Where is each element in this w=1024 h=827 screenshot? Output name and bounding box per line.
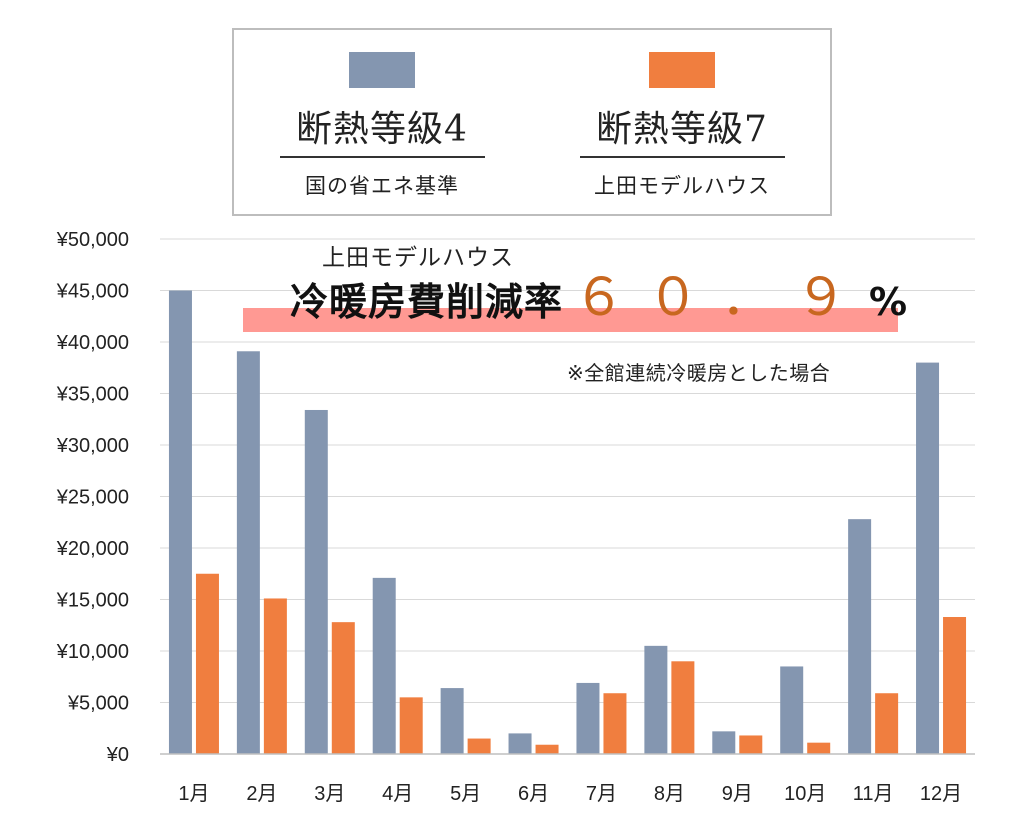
legend-title-grade7: 断熱等級7 xyxy=(596,109,768,150)
y-tick-label: ¥35,000 xyxy=(56,384,129,406)
bar-grade4 xyxy=(168,290,192,754)
x-tick-label: 6月 xyxy=(518,783,549,805)
x-tick-label: 5月 xyxy=(450,783,481,805)
bar-grade4 xyxy=(304,409,328,754)
legend-subtitle-grade7: 上田モデルハウス xyxy=(594,174,770,198)
bar-grade7 xyxy=(603,693,627,754)
y-tick-label: ¥15,000 xyxy=(56,590,129,612)
x-tick-label: 10月 xyxy=(784,783,826,805)
annotation-number: ６０．９ xyxy=(573,268,870,328)
annotation-note: ※全館連続冷暖房とした場合 xyxy=(567,361,831,385)
legend-divider xyxy=(279,156,485,158)
bar-grade7 xyxy=(807,742,831,754)
bar-grade7 xyxy=(943,617,967,754)
x-axis-ticks: 1月 2月 3月 4月 5月 6月 7月 8月 9月 10月 11月 12月 xyxy=(178,783,962,805)
legend-swatch-grade7 xyxy=(649,52,715,88)
bar-grade7 xyxy=(263,598,287,754)
y-tick-label: ¥5,000 xyxy=(67,693,129,715)
x-tick-label: 11月 xyxy=(853,783,894,805)
bar-grade4 xyxy=(236,351,260,754)
y-tick-label: ¥20,000 xyxy=(56,538,129,560)
bar-grade7 xyxy=(399,697,423,754)
y-tick-label: ¥50,000 xyxy=(56,229,129,251)
y-axis-ticks: ¥0 ¥5,000 ¥10,000 ¥15,000 ¥20,000 ¥25,000 ¥30,… xyxy=(56,229,129,766)
legend-title-grade4: 断熱等級4 xyxy=(296,109,468,150)
legend-subtitle-grade4: 国の省エネ基準 xyxy=(305,174,459,198)
bar-grade7 xyxy=(671,661,695,754)
annotation-unit: % xyxy=(869,280,909,324)
y-tick-label: ¥25,000 xyxy=(56,487,129,509)
legend-divider xyxy=(579,156,785,158)
bar-grade4 xyxy=(576,682,600,754)
bar-grade4 xyxy=(916,362,940,754)
bar-grade4 xyxy=(848,519,872,754)
bar-grade4 xyxy=(712,731,736,754)
x-tick-label: 12月 xyxy=(920,783,962,805)
bars xyxy=(168,290,967,754)
legend-swatch-grade4 xyxy=(349,52,415,88)
bar-grade4 xyxy=(440,688,464,754)
bar-grade7 xyxy=(739,735,763,754)
bar-grade7 xyxy=(467,738,491,754)
bar-grade4 xyxy=(780,666,804,754)
x-tick-label: 8月 xyxy=(654,783,685,805)
legend: 断熱等級4 国の省エネ基準 断熱等級7 上田モデルハウス xyxy=(232,28,832,216)
x-tick-label: 9月 xyxy=(722,783,753,805)
highlight-band xyxy=(243,308,898,332)
annotation-label: 冷暖房費削減率 xyxy=(290,280,564,324)
bar-grade7 xyxy=(331,622,355,754)
bar-grade7 xyxy=(535,744,559,754)
y-tick-label: ¥10,000 xyxy=(56,641,129,663)
legend-item-grade7: 断熱等級7 上田モデルハウス xyxy=(562,30,802,214)
x-tick-label: 1月 xyxy=(178,783,209,805)
y-tick-label: ¥40,000 xyxy=(56,332,129,354)
annotation-headline: 冷暖房費削減率 ６０．９% xyxy=(290,268,908,332)
bar-grade4 xyxy=(644,645,668,754)
annotation-subtitle: 上田モデルハウス xyxy=(322,245,514,271)
x-tick-label: 4月 xyxy=(382,783,413,805)
x-tick-label: 7月 xyxy=(586,783,617,805)
y-tick-label: ¥45,000 xyxy=(56,281,129,303)
x-tick-label: 3月 xyxy=(314,783,345,805)
bar-grade7 xyxy=(875,693,899,754)
bar-grade4 xyxy=(372,577,396,754)
y-tick-label: ¥30,000 xyxy=(56,435,129,457)
gridlines xyxy=(160,238,975,703)
x-tick-label: 2月 xyxy=(246,783,277,805)
legend-item-grade4: 断熱等級4 国の省エネ基準 xyxy=(262,30,502,214)
bar-grade4 xyxy=(508,733,532,754)
bar-grade7 xyxy=(195,573,219,754)
y-tick-label: ¥0 xyxy=(106,744,129,766)
